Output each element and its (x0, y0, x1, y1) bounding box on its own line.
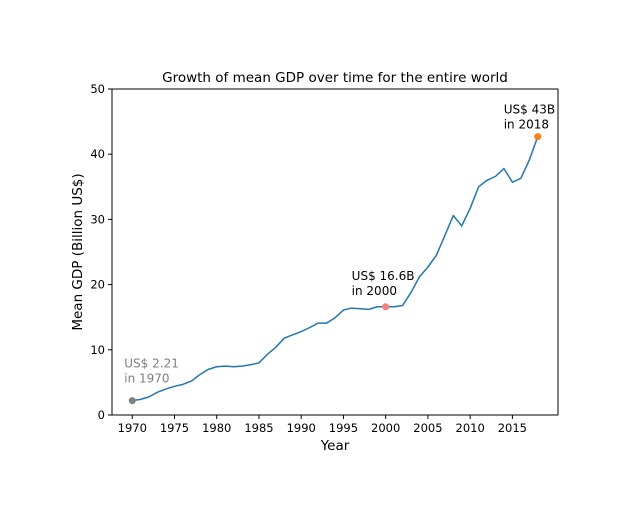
annotation-line: in 1970 (124, 372, 169, 386)
x-axis-label: Year (320, 438, 350, 454)
x-tick-label: 2000 (371, 421, 400, 435)
y-tick-label: 0 (98, 408, 105, 422)
annotation-line: US$ 16.6B (352, 269, 415, 283)
y-tick-label: 30 (90, 212, 105, 226)
annotation-line: US$ 2.21 (124, 357, 179, 371)
x-tick-label: 1995 (329, 421, 358, 435)
x-tick-label: 2005 (413, 421, 442, 435)
x-tick-label: 2010 (456, 421, 485, 435)
x-tick-label: 1980 (202, 421, 231, 435)
annotation-line: US$ 43B (504, 103, 555, 117)
y-axis-label: Mean GDP (Billion US$) (70, 173, 86, 330)
x-tick-label: 1990 (287, 421, 316, 435)
chart-title: Growth of mean GDP over time for the ent… (162, 70, 508, 86)
x-tick-label: 1970 (118, 421, 147, 435)
y-tick-label: 10 (90, 343, 105, 357)
series-line-0 (132, 136, 539, 402)
y-tick-label: 50 (90, 82, 105, 96)
x-tick-label: 2015 (498, 421, 527, 435)
y-tick-label: 20 (90, 278, 105, 292)
annotation-2018: US$ 43B in 2018 (504, 103, 555, 132)
annotation-line: in 2000 (352, 284, 397, 298)
x-tick-label: 1975 (160, 421, 189, 435)
y-tick-label: 40 (90, 147, 105, 161)
annotation-line: in 2018 (504, 118, 549, 132)
highlight-point-1970 (128, 397, 136, 405)
plot-frame (111, 88, 559, 416)
annotation-2000: US$ 16.6B in 2000 (352, 269, 415, 298)
annotation-1970: US$ 2.21 in 1970 (124, 357, 179, 386)
x-tick-label: 1985 (244, 421, 273, 435)
highlight-point-2018 (534, 133, 542, 141)
highlight-point-2000 (382, 303, 390, 311)
